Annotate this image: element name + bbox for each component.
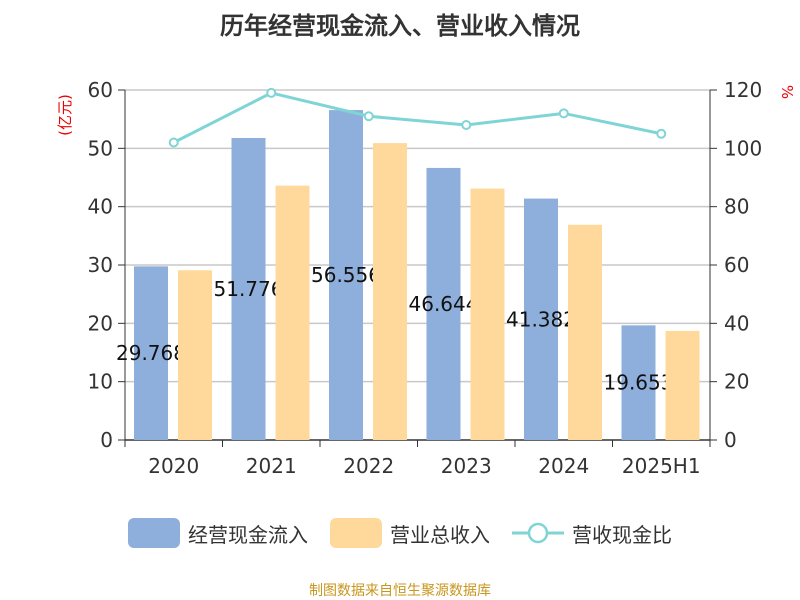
line-ratio bbox=[173, 91, 662, 144]
x-tick-label: 2021 bbox=[246, 454, 297, 478]
y-right-tick-label: 100 bbox=[724, 136, 762, 160]
legend-label: 经营现金流入 bbox=[188, 522, 308, 547]
bar-cash-inflow bbox=[231, 137, 266, 440]
y-left-tick-label: 40 bbox=[88, 195, 113, 219]
x-tick-label: 2024 bbox=[538, 454, 589, 478]
y-left-axis-label: (亿元) bbox=[56, 94, 74, 136]
source-note: 制图数据来自恒生聚源数据库 bbox=[309, 583, 491, 599]
bar-cash-inflow bbox=[426, 167, 461, 440]
x-tick-label: 2022 bbox=[343, 454, 394, 478]
bar-cash-inflow bbox=[524, 198, 558, 440]
x-tick-label: 2023 bbox=[441, 454, 492, 478]
y-left-tick-label: 60 bbox=[88, 78, 113, 102]
data-label: 41.382 bbox=[506, 307, 576, 331]
point-ratio bbox=[363, 111, 374, 122]
bar-revenue bbox=[470, 188, 505, 440]
data-label: 56.556 bbox=[311, 263, 381, 287]
y-right-tick-label: 120 bbox=[724, 78, 762, 102]
legend-item-cash-inflow[interactable]: 经营现金流入 bbox=[128, 518, 308, 548]
data-label: 46.644 bbox=[409, 292, 479, 316]
data-label: 51.776 bbox=[214, 277, 284, 301]
chart-title: 历年经营现金流入、营业收入情况 bbox=[220, 12, 580, 40]
y-right-tick-label: 40 bbox=[724, 311, 749, 335]
y-right-tick-label: 20 bbox=[724, 370, 749, 394]
bar-revenue bbox=[568, 224, 602, 440]
point-ratio bbox=[558, 108, 569, 119]
bar-cash-inflow bbox=[329, 110, 363, 440]
legend: 经营现金流入 营业总收入 营收现金比 bbox=[0, 518, 800, 548]
y-right-tick-label: 0 bbox=[724, 428, 737, 452]
x-tick-label: 2020 bbox=[148, 454, 199, 478]
y-left-tick-label: 10 bbox=[88, 370, 113, 394]
point-ratio bbox=[168, 137, 179, 148]
point-ratio bbox=[461, 120, 472, 130]
data-label: 19.653 bbox=[604, 371, 674, 395]
y-right-axis-label: % bbox=[778, 85, 796, 99]
legend-item-ratio[interactable]: 营收现金比 bbox=[512, 518, 672, 548]
y-right-tick-label: 80 bbox=[724, 195, 749, 219]
data-label: 29.768 bbox=[116, 341, 186, 365]
bar-revenue bbox=[275, 185, 310, 440]
legend-item-revenue[interactable]: 营业总收入 bbox=[330, 518, 490, 548]
point-ratio bbox=[266, 87, 277, 98]
bar-revenue bbox=[373, 143, 407, 441]
y-left-tick-label: 0 bbox=[100, 428, 113, 452]
y-left-tick-label: 50 bbox=[88, 136, 113, 160]
y-right-tick-label: 60 bbox=[724, 253, 749, 277]
y-left-tick-label: 20 bbox=[88, 311, 113, 335]
bar-revenue bbox=[665, 330, 700, 440]
bar-cash-inflow bbox=[134, 266, 168, 440]
bar-cash-inflow bbox=[621, 325, 656, 440]
y-left-tick-label: 30 bbox=[88, 253, 113, 277]
bar-revenue bbox=[178, 270, 212, 440]
legend-label: 营业总收入 bbox=[390, 522, 490, 547]
legend-label: 营收现金比 bbox=[572, 522, 672, 547]
point-ratio bbox=[656, 128, 667, 139]
x-tick-label: 2025H1 bbox=[622, 454, 701, 478]
